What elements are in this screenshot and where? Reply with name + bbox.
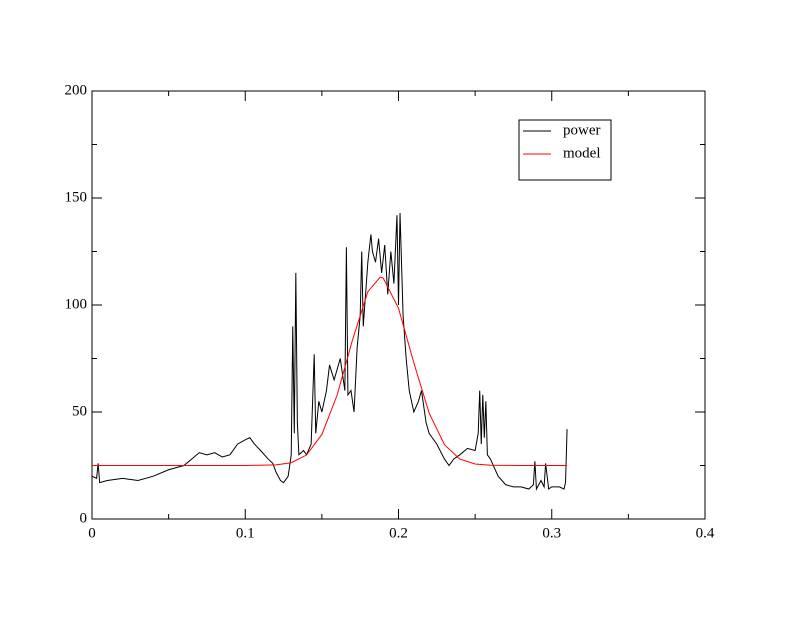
legend-box <box>518 119 612 181</box>
y-tick-label: 0 <box>80 510 88 526</box>
series-line <box>91 212 568 491</box>
series-line <box>92 276 568 466</box>
y-tick-label: 100 <box>65 296 88 312</box>
legend-label: power <box>563 122 601 138</box>
y-tick-label: 200 <box>65 82 88 98</box>
y-tick-label: 150 <box>65 189 88 205</box>
legend-label: model <box>563 145 601 161</box>
x-tick-label: 0.4 <box>696 525 715 541</box>
x-tick-label: 0.1 <box>236 525 255 541</box>
y-tick-label: 50 <box>72 403 87 419</box>
x-tick-label: 0.2 <box>389 525 408 541</box>
x-tick-label: 0 <box>88 525 96 541</box>
x-tick-label: 0.3 <box>542 525 561 541</box>
